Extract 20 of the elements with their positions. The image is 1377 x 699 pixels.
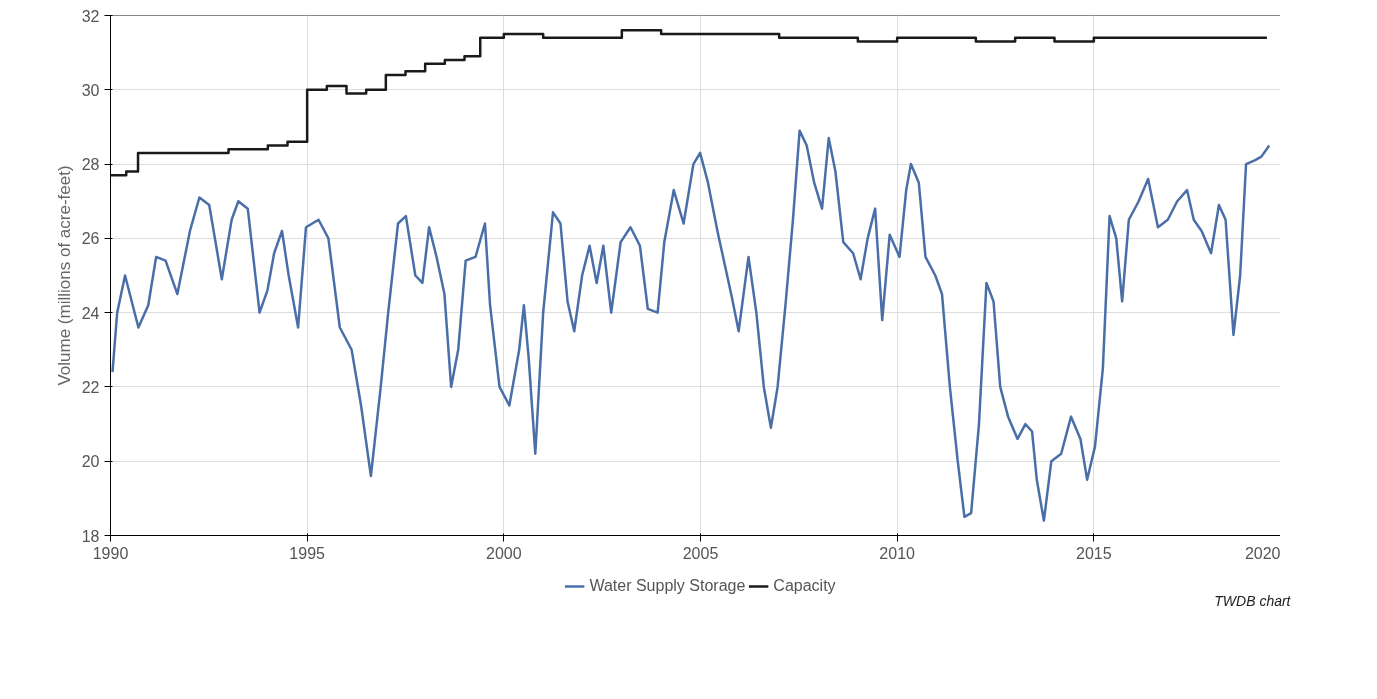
y-tick-label: 18 — [81, 527, 100, 545]
y-axis-title: Volume (millions of acre-feet) — [54, 165, 74, 386]
legend-label: Capacity — [773, 577, 836, 595]
x-tick-label: 2015 — [1076, 544, 1112, 562]
y-tick-label: 24 — [81, 304, 100, 322]
x-tick-label: 1995 — [289, 544, 326, 562]
line-series — [111, 129, 1271, 522]
y-tick-label: 20 — [81, 453, 100, 471]
x-tick-label: 1990 — [92, 544, 129, 562]
y-tick-label: 32 — [81, 7, 100, 25]
legend-label: Water Supply Storage — [589, 577, 746, 595]
y-tick-label: 26 — [81, 230, 100, 248]
x-tick-label: 2000 — [486, 544, 522, 562]
text: TWDB chart — [1214, 593, 1292, 609]
x-tick-label: 2010 — [879, 544, 916, 562]
x-tick-label: 2020 — [1244, 544, 1281, 562]
y-tick-label: 30 — [81, 81, 100, 99]
y-tick-label: 22 — [81, 378, 100, 396]
y-tick-label: 28 — [81, 156, 100, 174]
x-tick-label: 2005 — [682, 544, 719, 562]
